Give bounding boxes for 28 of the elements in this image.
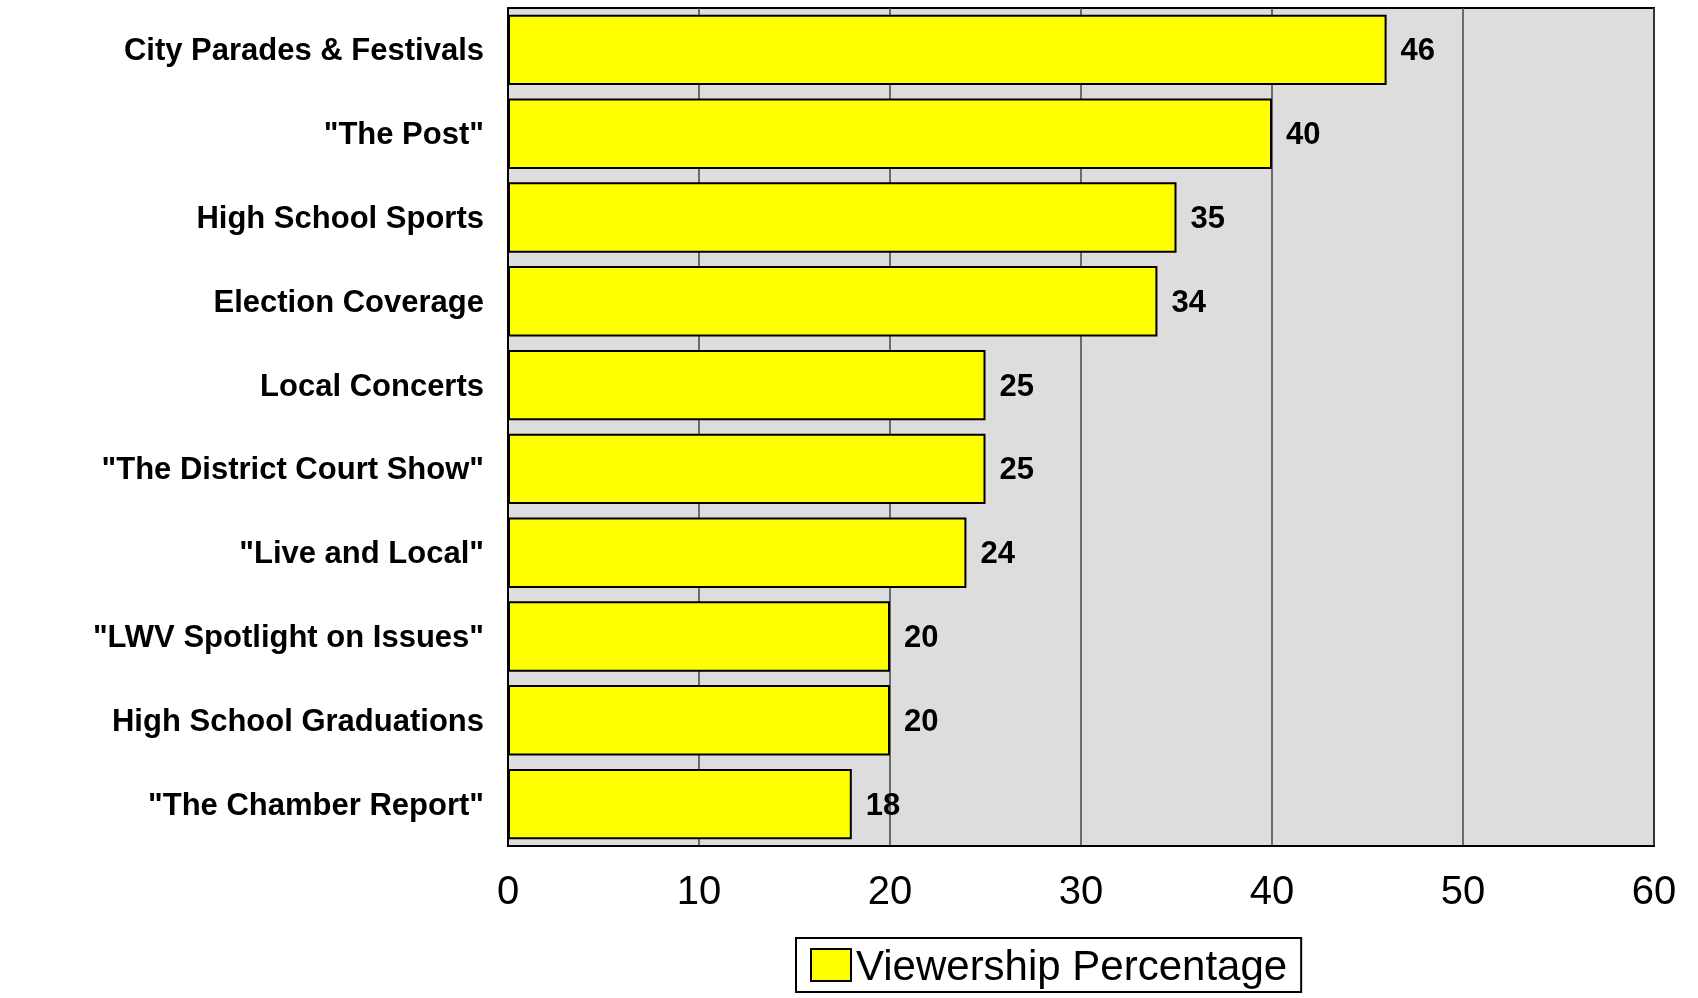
y-tick-label: City Parades & Festivals	[123, 32, 484, 68]
data-label: 18	[865, 786, 901, 822]
legend-label: Viewership Percentage	[856, 941, 1288, 989]
x-tick-label: 0	[496, 868, 520, 912]
data-label: 20	[904, 619, 939, 654]
y-tick-label: "The Post"	[323, 116, 484, 152]
data-label: 40	[1286, 116, 1321, 152]
x-tick-label: 40	[1249, 868, 1295, 912]
x-tick-label: 10	[676, 868, 722, 912]
x-tick-label: 30	[1058, 868, 1104, 912]
x-tick-label: 20	[867, 868, 913, 912]
y-tick-label: Election Coverage	[213, 283, 484, 319]
y-tick-label: "Live and Local"	[239, 535, 484, 571]
data-label: 46	[1400, 32, 1436, 68]
data-label: 25	[999, 367, 1034, 403]
y-tick-label: "The District Court Show"	[101, 451, 484, 487]
data-label: 20	[904, 702, 939, 738]
x-tick-label: 50	[1440, 868, 1486, 912]
data-label: 34	[1171, 283, 1207, 319]
x-tick-label: 60	[1631, 868, 1677, 912]
data-label: 24	[980, 535, 1016, 571]
data-label: 35	[1190, 200, 1225, 235]
data-label: 25	[999, 451, 1034, 487]
y-tick-label: "LWV Spotlight on Issues"	[92, 619, 484, 654]
y-tick-label: High School Sports	[196, 200, 484, 235]
y-tick-label: High School Graduations	[111, 702, 484, 738]
y-tick-label: Local Concerts	[260, 367, 484, 403]
y-tick-label: "The Chamber Report"	[148, 786, 484, 822]
